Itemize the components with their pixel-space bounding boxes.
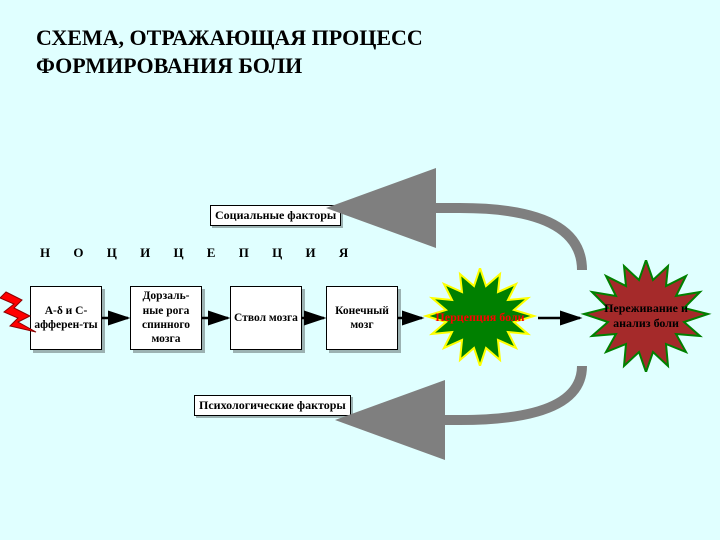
- box-afferents: А-δ и С-афферен-ты: [30, 286, 102, 350]
- box-dorsal-horn: Дорзаль-ные рога спинного мозга: [130, 286, 202, 350]
- feedback-loop-bottom: [355, 366, 582, 420]
- title-line1: СХЕМА, ОТРАЖАЮЩАЯ ПРОЦЕСС: [36, 25, 423, 50]
- box-endbrain: Конечный мозг: [326, 286, 398, 350]
- box-brainstem: Ствол мозга: [230, 286, 302, 350]
- psych-factors-label: Психологические факторы: [194, 395, 351, 416]
- burst-experience: Переживание и анализ боли: [580, 260, 712, 372]
- feedback-loop-top: [346, 208, 582, 270]
- social-factors-label: Социальные факторы: [210, 205, 341, 226]
- diagram-title: СХЕМА, ОТРАЖАЮЩАЯ ПРОЦЕСС ФОРМИРОВАНИЯ Б…: [36, 24, 423, 79]
- burst-perception: Перцепция боли: [420, 268, 540, 366]
- burst-experience-text: Переживание и анализ боли: [580, 301, 712, 331]
- title-line2: ФОРМИРОВАНИЯ БОЛИ: [36, 53, 302, 78]
- nociception-letters: Н О Ц И Ц Е П Ц И Я: [40, 245, 358, 261]
- burst-perception-text: Перцепция боли: [429, 310, 530, 325]
